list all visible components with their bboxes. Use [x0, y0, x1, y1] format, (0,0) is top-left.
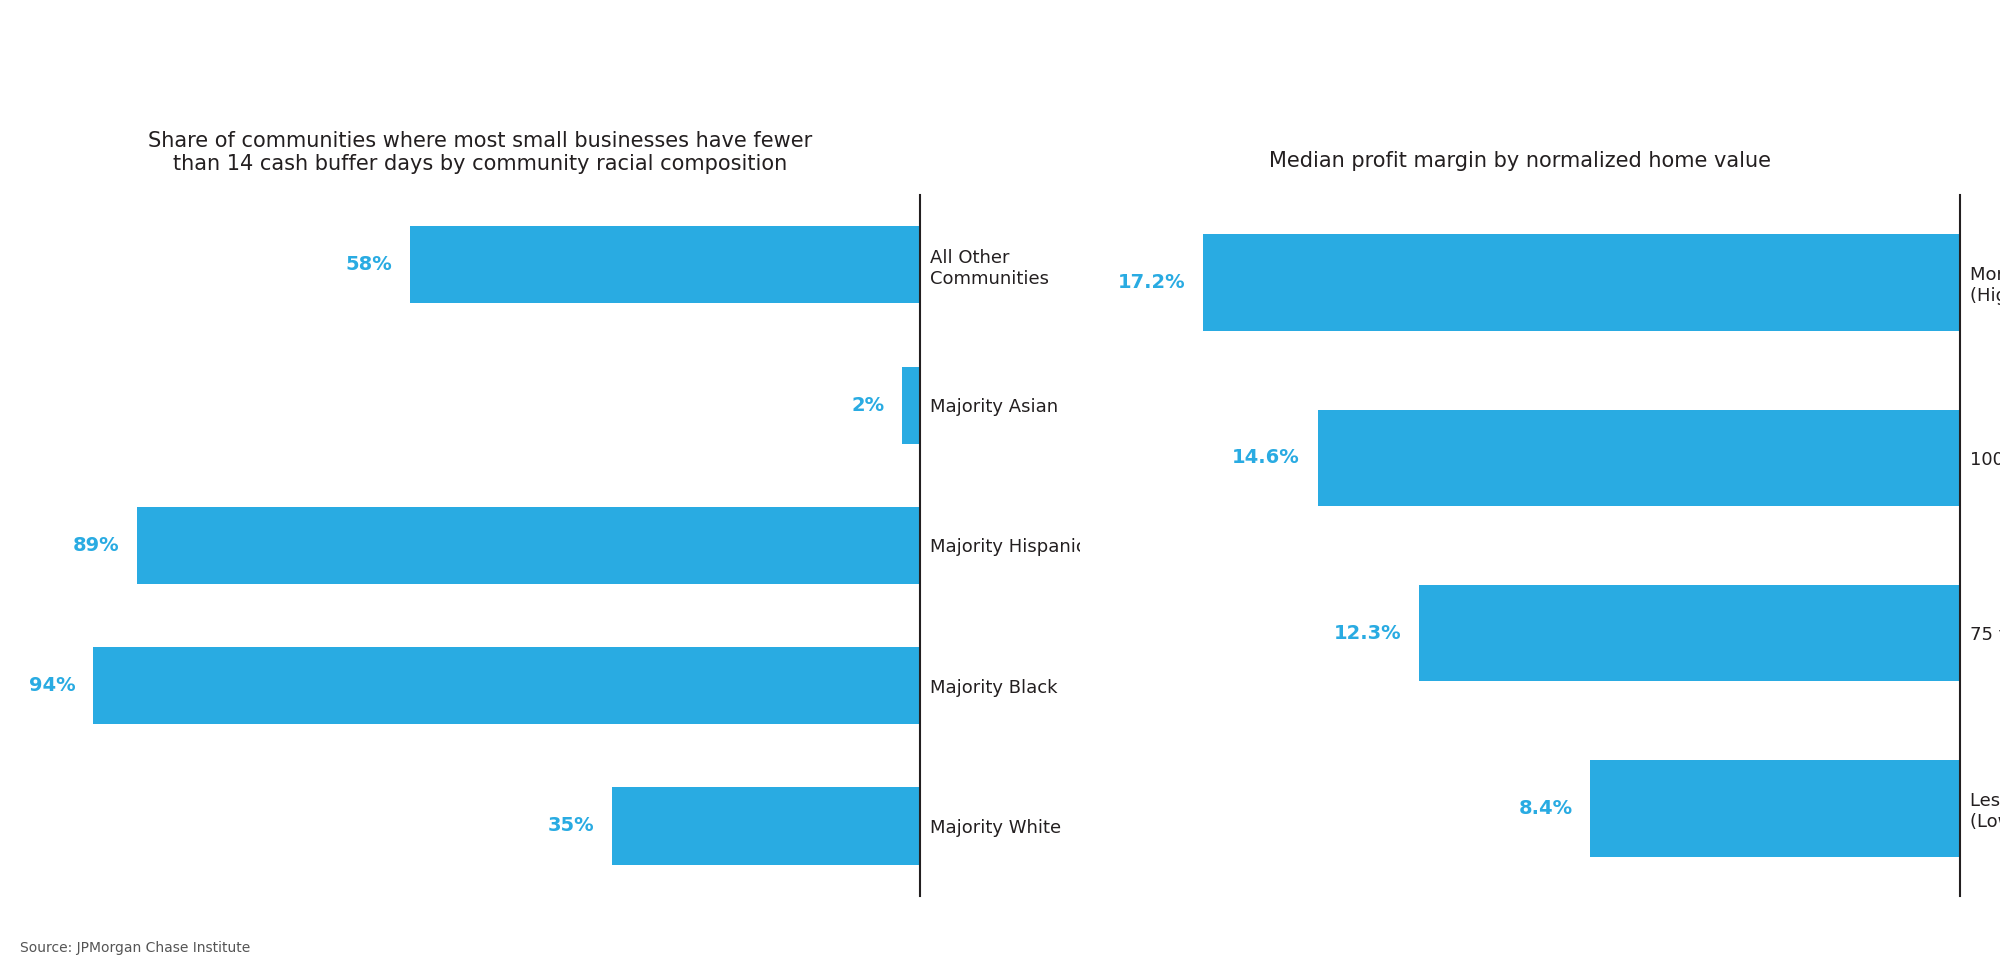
Bar	[92, 647, 920, 725]
Text: 8.4%: 8.4%	[1518, 799, 1572, 818]
Text: 35%: 35%	[548, 816, 594, 836]
Bar	[1204, 234, 1960, 331]
Text: 58%: 58%	[346, 255, 392, 275]
Bar	[1318, 409, 1960, 506]
Text: 12.3%: 12.3%	[1334, 623, 1402, 643]
Bar	[136, 506, 920, 584]
Title: Share of communities where most small businesses have fewer
than 14 cash buffer : Share of communities where most small bu…	[148, 131, 812, 174]
Bar	[1590, 760, 1960, 857]
Bar	[410, 226, 920, 304]
Bar	[1418, 584, 1960, 682]
Text: Source: JPMorgan Chase Institute: Source: JPMorgan Chase Institute	[20, 941, 250, 955]
Text: 17.2%: 17.2%	[1118, 273, 1186, 292]
Text: 14.6%: 14.6%	[1232, 448, 1300, 468]
Bar	[902, 366, 920, 444]
Text: 94%: 94%	[28, 676, 76, 695]
Text: 2%: 2%	[852, 395, 884, 415]
Bar	[612, 787, 920, 865]
Text: 89%: 89%	[72, 536, 120, 555]
Title: Median profit margin by normalized home value: Median profit margin by normalized home …	[1270, 151, 1772, 171]
